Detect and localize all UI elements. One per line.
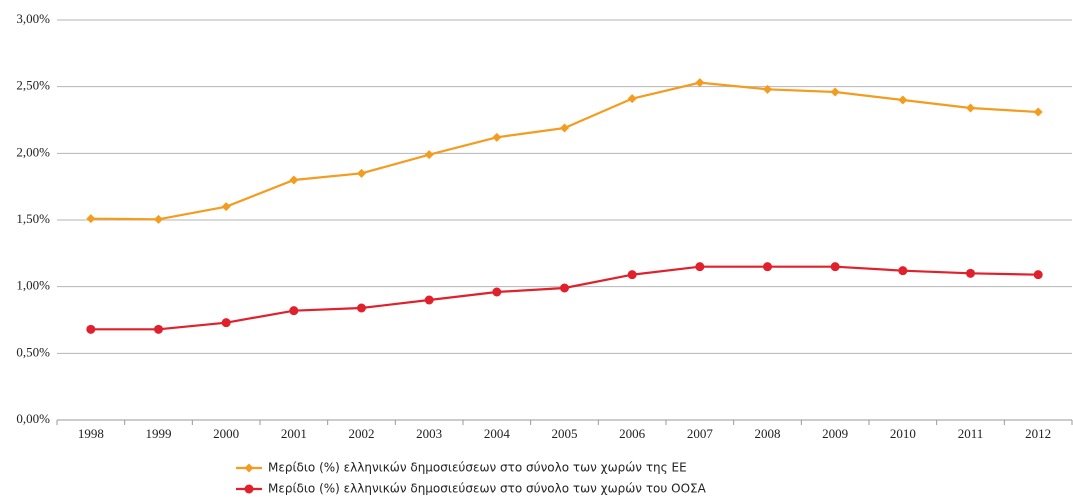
data-point (424, 295, 434, 305)
data-point (830, 87, 840, 97)
data-point (898, 95, 908, 105)
data-point (627, 270, 637, 280)
x-tick-label: 2010 (890, 426, 916, 441)
data-point (86, 214, 96, 224)
x-tick-label: 2002 (349, 426, 375, 441)
data-point (1033, 270, 1043, 280)
x-tick-label: 1999 (146, 426, 172, 441)
data-point (357, 303, 366, 313)
legend-marker (244, 463, 254, 473)
data-point (695, 262, 705, 272)
data-point (154, 214, 163, 224)
data-point (424, 150, 434, 160)
y-tick-label: 3,00% (16, 11, 50, 26)
x-tick-label: 2000 (213, 426, 239, 441)
x-tick-label: 2004 (484, 426, 511, 441)
x-tick-label: 2009 (822, 426, 848, 441)
y-tick-label: 0,00% (16, 411, 50, 426)
legend-label: Μερίδιο (%) ελληνικών δημοσιεύσεων στο σ… (268, 482, 707, 496)
data-point (627, 94, 637, 104)
y-tick-label: 2,50% (16, 78, 50, 93)
data-point (492, 287, 502, 297)
x-tick-label: 1998 (78, 426, 104, 441)
y-tick-label: 2,00% (16, 144, 50, 159)
data-point (763, 84, 772, 94)
x-tick-label: 2001 (281, 426, 307, 441)
data-point (898, 266, 908, 276)
data-point (966, 268, 975, 278)
y-tick-label: 1,00% (16, 278, 50, 293)
data-point (966, 103, 975, 113)
data-point (560, 123, 569, 133)
data-point (221, 318, 231, 328)
legend-marker (244, 484, 254, 494)
data-point (221, 202, 231, 212)
y-tick-label: 1,50% (16, 211, 50, 226)
data-point (763, 262, 772, 272)
data-point (830, 262, 840, 272)
data-point (86, 324, 96, 334)
data-point (289, 306, 299, 316)
x-tick-label: 2003 (416, 426, 442, 441)
x-tick-label: 2008 (755, 426, 781, 441)
x-tick-label: 2006 (619, 426, 646, 441)
series-line (90, 81, 1039, 221)
series-line (90, 265, 1039, 331)
data-point (154, 324, 163, 334)
data-point (560, 283, 569, 293)
legend-label: Μερίδιο (%) ελληνικών δημοσιεύσεων στο σ… (268, 461, 687, 475)
x-tick-label: 2012 (1025, 426, 1051, 441)
data-point (695, 78, 705, 88)
data-point (289, 175, 299, 185)
y-tick-label: 0,50% (16, 344, 50, 359)
x-tick-label: 2007 (687, 426, 714, 441)
x-tick-label: 2011 (958, 426, 984, 441)
data-point (357, 168, 366, 178)
x-tick-label: 2005 (552, 426, 578, 441)
data-point (492, 132, 502, 142)
data-point (1033, 107, 1043, 117)
